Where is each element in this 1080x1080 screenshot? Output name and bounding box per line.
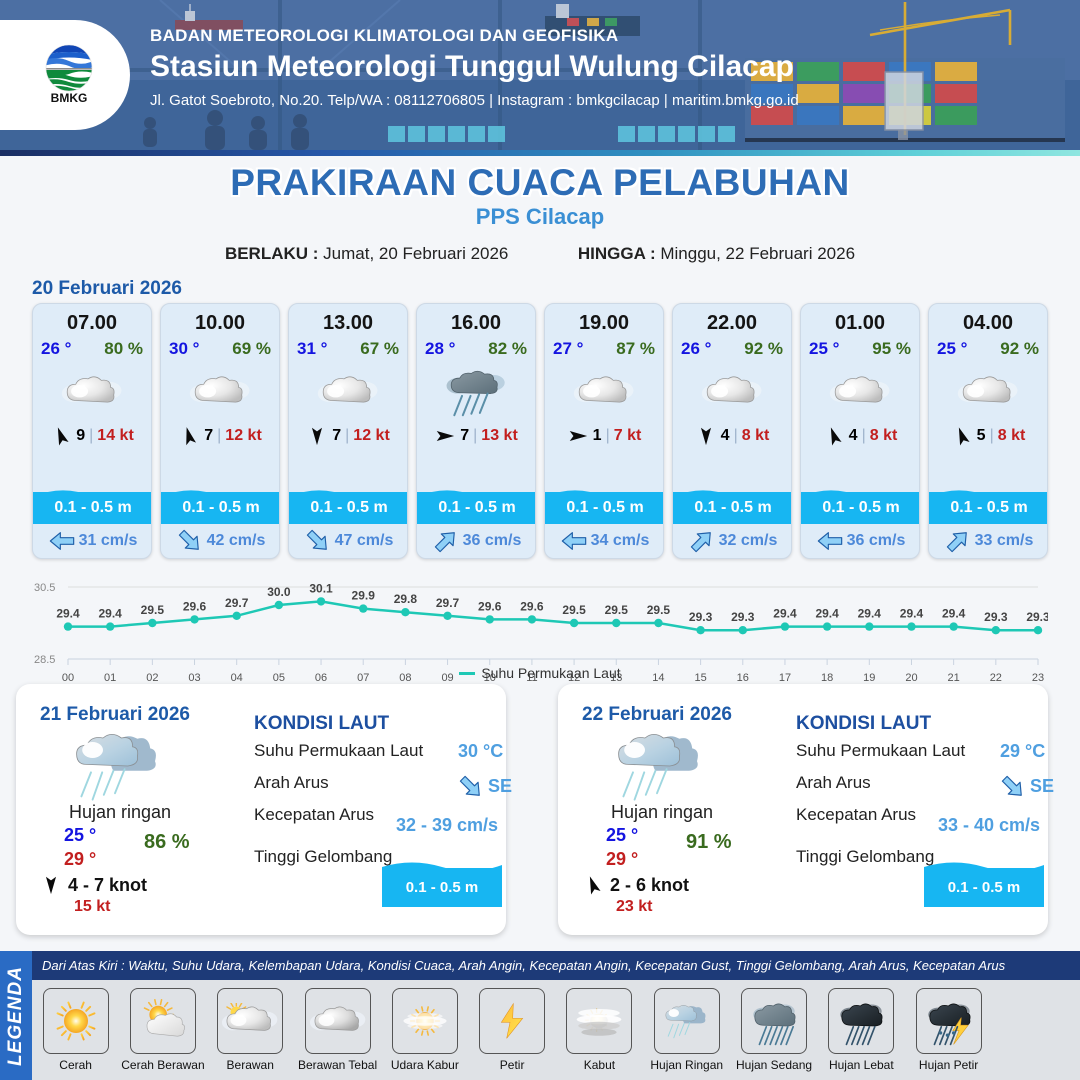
svg-text:30.5: 30.5 — [34, 582, 55, 594]
svg-text:29.7: 29.7 — [436, 596, 460, 610]
svg-text:29.5: 29.5 — [141, 603, 165, 617]
svg-text:29.6: 29.6 — [520, 599, 544, 613]
svg-text:29.5: 29.5 — [605, 603, 629, 617]
svg-text:30.0: 30.0 — [267, 585, 291, 599]
svg-text:29.6: 29.6 — [183, 599, 207, 613]
svg-text:29.5: 29.5 — [647, 603, 671, 617]
svg-text:29.8: 29.8 — [394, 592, 418, 606]
svg-text:29.4: 29.4 — [815, 607, 839, 621]
svg-text:29.9: 29.9 — [352, 589, 376, 603]
svg-text:BMKG: BMKG — [51, 91, 88, 105]
svg-text:29.3: 29.3 — [984, 610, 1008, 624]
svg-text:29.3: 29.3 — [1026, 610, 1048, 624]
svg-text:29.3: 29.3 — [731, 610, 755, 624]
svg-text:29.4: 29.4 — [773, 607, 797, 621]
svg-text:29.4: 29.4 — [56, 607, 80, 621]
svg-text:29.6: 29.6 — [478, 599, 502, 613]
svg-text:30.1: 30.1 — [309, 581, 333, 595]
svg-text:29.5: 29.5 — [562, 603, 586, 617]
svg-text:29.4: 29.4 — [900, 607, 924, 621]
svg-text:29.3: 29.3 — [689, 610, 713, 624]
svg-text:29.7: 29.7 — [225, 596, 249, 610]
svg-text:29.4: 29.4 — [942, 607, 966, 621]
svg-text:29.4: 29.4 — [858, 607, 882, 621]
svg-text:29.4: 29.4 — [98, 607, 122, 621]
